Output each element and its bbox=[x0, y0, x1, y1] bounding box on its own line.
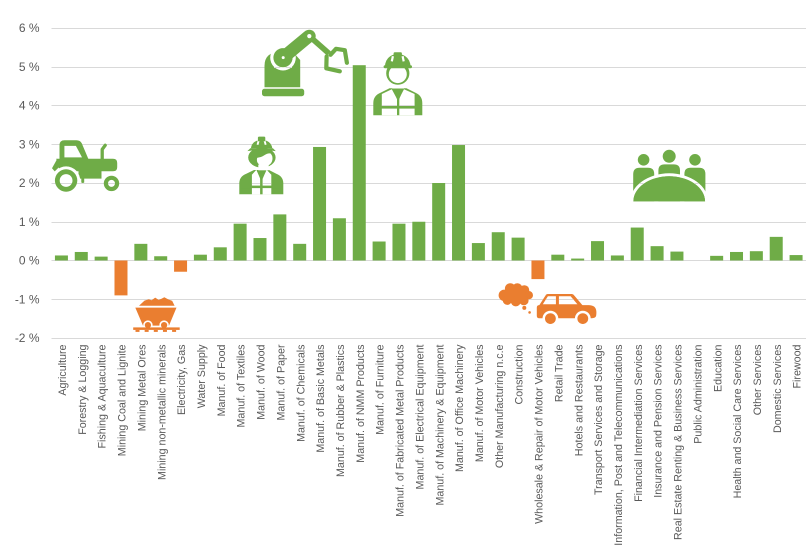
svg-text:Wholesale & Repair of Motor Ve: Wholesale & Repair of Motor Vehicles bbox=[534, 345, 546, 524]
svg-text:0 %: 0 % bbox=[19, 254, 40, 268]
svg-text:Retail Trade: Retail Trade bbox=[553, 344, 565, 402]
svg-text:Manuf. of Chemicals: Manuf. of Chemicals bbox=[295, 345, 307, 442]
svg-text:Fishing & Aquaculture: Fishing & Aquaculture bbox=[97, 344, 109, 448]
svg-text:Mining non-metallic minerals: Mining non-metallic minerals bbox=[156, 345, 168, 480]
svg-text:Manuf. of Rubber & Plastics: Manuf. of Rubber & Plastics bbox=[335, 345, 347, 477]
svg-text:3 %: 3 % bbox=[19, 137, 40, 151]
svg-text:Real Estate Renting & Busines: Real Estate Renting & Business Services bbox=[673, 345, 685, 540]
svg-text:4 %: 4 % bbox=[19, 99, 40, 113]
svg-text:Transport Services and Storage: Transport Services and Storage bbox=[593, 344, 605, 495]
svg-text:Manuf. of Office Machinery: Manuf. of Office Machinery bbox=[454, 344, 466, 472]
svg-text:Manuf. of NMM Products: Manuf. of NMM Products bbox=[355, 345, 367, 463]
svg-text:6 %: 6 % bbox=[19, 21, 40, 35]
svg-text:Public Administration: Public Administration bbox=[692, 344, 704, 443]
svg-text:Water Supply: Water Supply bbox=[196, 344, 208, 408]
svg-text:Manuf. of Food: Manuf. of Food bbox=[216, 344, 228, 416]
svg-text:-2 %: -2 % bbox=[15, 331, 40, 345]
svg-text:Electricity, Gas: Electricity, Gas bbox=[176, 345, 188, 415]
svg-text:Manuf. of Furniture: Manuf. of Furniture bbox=[375, 344, 387, 434]
svg-text:Manuf. of Electrical Equipment: Manuf. of Electrical Equipment bbox=[414, 344, 426, 489]
svg-text:Manuf. of Fabricated Metal Pro: Manuf. of Fabricated Metal Products bbox=[395, 345, 407, 517]
svg-text:Financial Intermediation Servi: Financial Intermediation Services bbox=[633, 345, 645, 502]
svg-text:Mining Metal Ores: Mining Metal Ores bbox=[136, 345, 148, 432]
svg-text:Domestic Services: Domestic Services bbox=[772, 345, 784, 434]
svg-text:Manuf. of Basic Metals: Manuf. of Basic Metals bbox=[315, 345, 327, 453]
svg-text:Health and Social Care Servic: Health and Social Care Services bbox=[732, 345, 744, 499]
svg-text:Manuf. of Motor Vehicles: Manuf. of Motor Vehicles bbox=[474, 345, 486, 463]
svg-text:Information, Post and Telecomm: Information, Post and Telecommunications bbox=[613, 345, 625, 546]
svg-text:Firewood: Firewood bbox=[792, 344, 804, 388]
svg-text:Construction: Construction bbox=[514, 344, 526, 404]
svg-text:Hotels and Restaurants: Hotels and Restaurants bbox=[573, 345, 585, 457]
svg-text:Other Manufacturing n.c.e: Other Manufacturing n.c.e bbox=[494, 344, 506, 468]
svg-text:Mining Coal and Lignite: Mining Coal and Lignite bbox=[117, 344, 129, 456]
svg-text:5 %: 5 % bbox=[19, 60, 40, 74]
svg-text:Forestry & Logging: Forestry & Logging bbox=[77, 344, 89, 434]
svg-text:-1 %: -1 % bbox=[15, 292, 40, 306]
svg-text:Manuf. of Wood: Manuf. of Wood bbox=[256, 344, 268, 419]
svg-text:Manuf. of Paper: Manuf. of Paper bbox=[275, 344, 287, 420]
svg-text:1 %: 1 % bbox=[19, 215, 40, 229]
svg-text:Education: Education bbox=[712, 344, 724, 392]
svg-text:Manuf. of Textiles: Manuf. of Textiles bbox=[236, 345, 248, 428]
svg-text:Agriculture: Agriculture bbox=[57, 344, 69, 395]
svg-text:Other Services: Other Services bbox=[752, 345, 764, 416]
svg-text:Insurance and Pension Services: Insurance and Pension Services bbox=[653, 345, 665, 498]
svg-text:2 %: 2 % bbox=[19, 176, 40, 190]
svg-text:Manuf. of Machinery & Equipmen: Manuf. of Machinery & Equipment bbox=[434, 344, 446, 505]
